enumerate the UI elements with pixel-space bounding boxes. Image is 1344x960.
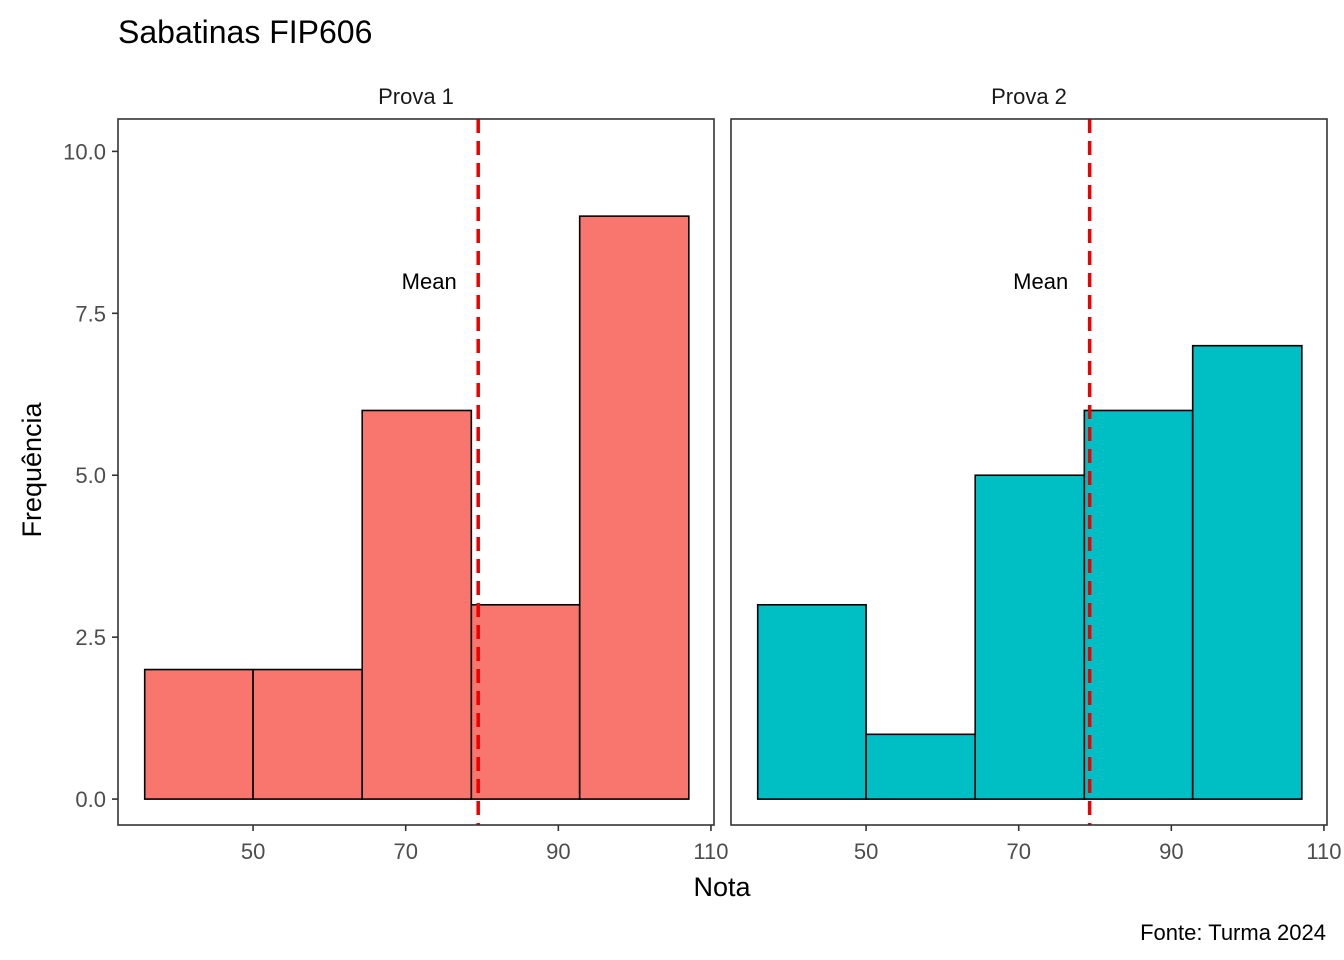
y-tick-label: 0.0: [75, 787, 106, 812]
x-tick-label: 110: [1306, 839, 1341, 864]
y-axis-title: Frequência: [17, 401, 47, 537]
x-tick-label: 70: [1006, 839, 1030, 864]
histogram-bar: [1191, 344, 1303, 800]
histogram-bar: [756, 603, 867, 800]
y-tick-label: 10.0: [63, 139, 106, 164]
facet-strip-label: Prova 1: [378, 84, 454, 109]
x-tick-label: 70: [393, 839, 417, 864]
x-tick-label: 110: [693, 839, 728, 864]
histogram-bar: [578, 215, 690, 800]
histogram-bar: [252, 668, 363, 800]
y-tick-label: 2.5: [75, 625, 106, 650]
mean-label: Mean: [402, 269, 457, 294]
x-tick-label: 50: [241, 839, 265, 864]
facet-panel-1: Prova 1 Mean 0.0 2.5 5.0 7.5 10.0 50 70 90 110: [63, 84, 728, 864]
panel-border: [117, 118, 715, 826]
x-tick-label: 90: [546, 839, 570, 864]
facet-strip-label: Prova 2: [991, 84, 1067, 109]
y-tick-label: 7.5: [75, 301, 106, 326]
histogram-bar: [143, 668, 254, 800]
x-axis-title: Nota: [693, 872, 751, 902]
histogram-bar: [865, 733, 976, 800]
histogram-bar: [361, 409, 473, 800]
histogram-bar: [974, 474, 1086, 800]
y-tick-label: 5.0: [75, 463, 106, 488]
panel-border: [730, 118, 1328, 826]
mean-label: Mean: [1013, 269, 1068, 294]
histogram-bar: [470, 603, 581, 800]
facet-panel-2: Prova 2 Mean 50 70 90 110: [730, 84, 1341, 864]
x-tick-label: 90: [1159, 839, 1183, 864]
histogram-bar: [1083, 409, 1194, 800]
chart-title: Sabatinas FIP606: [118, 14, 372, 50]
chart-caption: Fonte: Turma 2024: [1140, 920, 1326, 945]
x-tick-label: 50: [854, 839, 878, 864]
